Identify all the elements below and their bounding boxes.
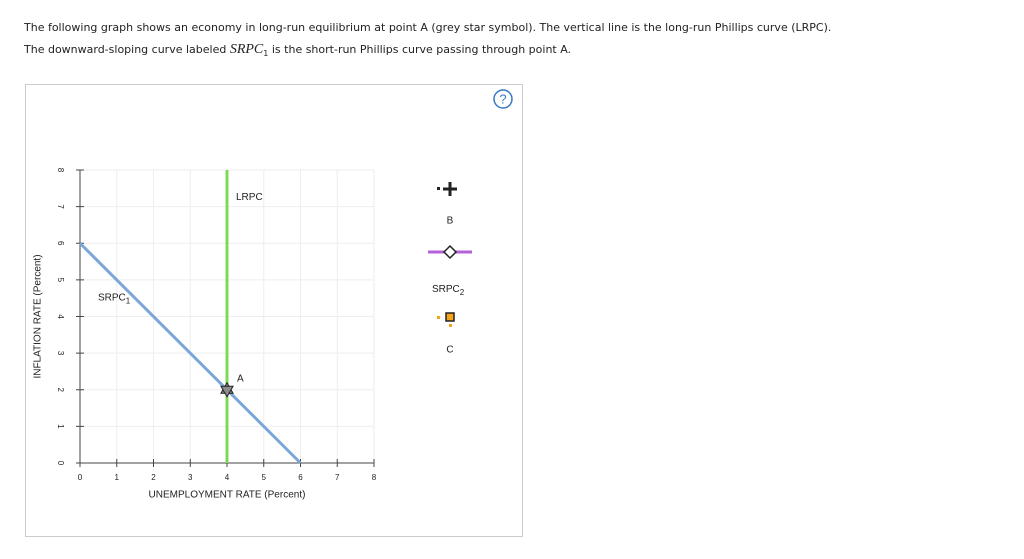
tool-label-name: SRPC <box>432 284 460 295</box>
curve-label-sub: 1 <box>126 296 131 305</box>
diamond[interactable] <box>442 244 458 260</box>
x-tick-label: 8 <box>372 473 377 482</box>
point-label: A <box>237 373 244 384</box>
y-tick-label: 1 <box>56 424 65 429</box>
curve-label: SRPC1 <box>98 292 131 305</box>
dot[interactable] <box>437 187 440 190</box>
dot[interactable] <box>437 316 440 319</box>
cross[interactable] <box>443 182 457 196</box>
instruction: The following graph shows an economy in … <box>24 21 832 34</box>
curve <box>78 242 302 465</box>
tool-label-sub: 2 <box>460 288 465 297</box>
star <box>220 385 234 398</box>
tool-label: B <box>447 216 454 227</box>
x-tick-label: 3 <box>188 473 193 482</box>
help-button[interactable] <box>493 89 513 109</box>
tool-label: SRPC2 <box>432 284 465 297</box>
y-tick-label: 0 <box>56 461 65 466</box>
dot[interactable] <box>449 324 452 327</box>
text: The downward-sloping curve labeled <box>24 43 230 56</box>
panel <box>25 84 523 537</box>
point-marker <box>220 381 234 398</box>
y-axis-title: INFLATION RATE (Percent) <box>33 254 44 378</box>
y-tick-label: 7 <box>56 204 65 209</box>
curve-label-name: SRPC <box>98 292 126 303</box>
x-tick-label: 5 <box>262 473 267 482</box>
curve-label-name: LRPC <box>236 192 263 203</box>
x-tick-label: 0 <box>78 473 83 482</box>
y-tick-label: 3 <box>56 351 65 356</box>
tool-line[interactable] <box>428 244 472 260</box>
x-tick-label: 7 <box>335 473 340 482</box>
text: is the short-run Phillips curve passing … <box>268 43 572 56</box>
y-tick-label: 8 <box>56 168 65 173</box>
tool-point[interactable] <box>437 312 455 327</box>
help-icon[interactable]: ? <box>499 91 506 106</box>
y-tick-label: 6 <box>56 241 65 246</box>
x-axis-title: UNEMPLOYMENT RATE (Percent) <box>149 490 306 501</box>
x-tick-label: 4 <box>225 473 230 482</box>
y-tick-label: 5 <box>56 278 65 283</box>
tool-label: C <box>446 345 453 356</box>
x-tick-label: 2 <box>151 473 156 482</box>
y-tick-label: 2 <box>56 388 65 393</box>
x-tick-label: 6 <box>298 473 303 482</box>
term: SRPC <box>229 42 264 57</box>
y-tick-label: 4 <box>56 314 65 319</box>
tool-point[interactable] <box>437 182 457 196</box>
square[interactable] <box>445 312 455 322</box>
x-tick-label: 1 <box>115 473 120 482</box>
instruction: The downward-sloping curve labeled SRPC1… <box>24 42 571 58</box>
term-sub: 1 <box>263 49 269 59</box>
curve-label: LRPC <box>236 192 263 203</box>
